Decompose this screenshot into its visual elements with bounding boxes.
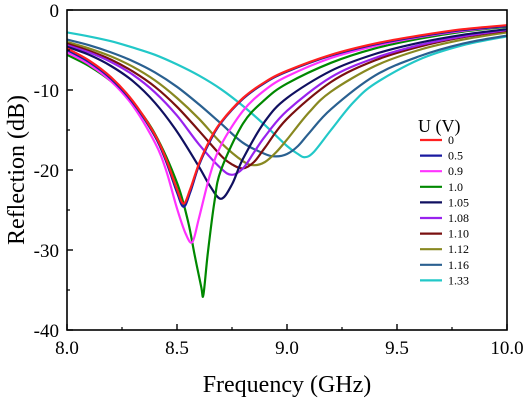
x-tick-label: 9.0 xyxy=(275,338,299,359)
legend: U (V) 0 0.50.9 1.01.05 1.08 1.101.12 1.161.33 xyxy=(418,116,469,287)
legend-label: 1.10 xyxy=(448,227,469,241)
legend-label: 1.12 xyxy=(448,242,469,256)
legend-label: 0.5 xyxy=(448,149,463,163)
legend-title: U (V) xyxy=(418,116,461,137)
series-line-1-05 xyxy=(67,28,507,200)
x-axis-title: Frequency (GHz) xyxy=(203,372,372,398)
x-tick-label: 8.5 xyxy=(165,338,189,359)
y-tick-label: 0 xyxy=(50,1,60,22)
plot-frame xyxy=(66,9,508,331)
axis-tick-labels: 8.0 8.5 9.0 9.5 10.0 0 -10 -20 -30 -40 xyxy=(34,1,524,359)
x-tick-label: 10.0 xyxy=(490,338,523,359)
x-tick-label: 9.5 xyxy=(385,338,409,359)
axis-ticks xyxy=(66,9,508,331)
legend-label: 1.33 xyxy=(448,273,469,287)
series-lines xyxy=(67,24,507,298)
y-tick-label: -10 xyxy=(34,81,59,102)
y-tick-label: -20 xyxy=(34,161,59,182)
series-line-1-16 xyxy=(67,34,507,158)
legend-label: 1.05 xyxy=(448,195,469,209)
series-line-0 xyxy=(67,24,507,205)
y-tick-label: -40 xyxy=(34,321,59,342)
legend-label: 1.0 xyxy=(448,180,463,194)
legend-label: 1.08 xyxy=(448,211,469,225)
legend-label: 1.16 xyxy=(448,258,469,272)
y-tick-label: -30 xyxy=(34,241,59,262)
y-axis-title: Reflection (dB) xyxy=(4,95,30,245)
series-line-1-10 xyxy=(67,29,507,170)
legend-label: 0 xyxy=(448,133,454,147)
series-line-1-33 xyxy=(67,31,507,159)
series-line-1-12 xyxy=(67,31,507,167)
x-tick-label: 8.0 xyxy=(55,338,79,359)
series-line-0-9 xyxy=(67,24,507,244)
legend-label: 0.9 xyxy=(448,164,463,178)
